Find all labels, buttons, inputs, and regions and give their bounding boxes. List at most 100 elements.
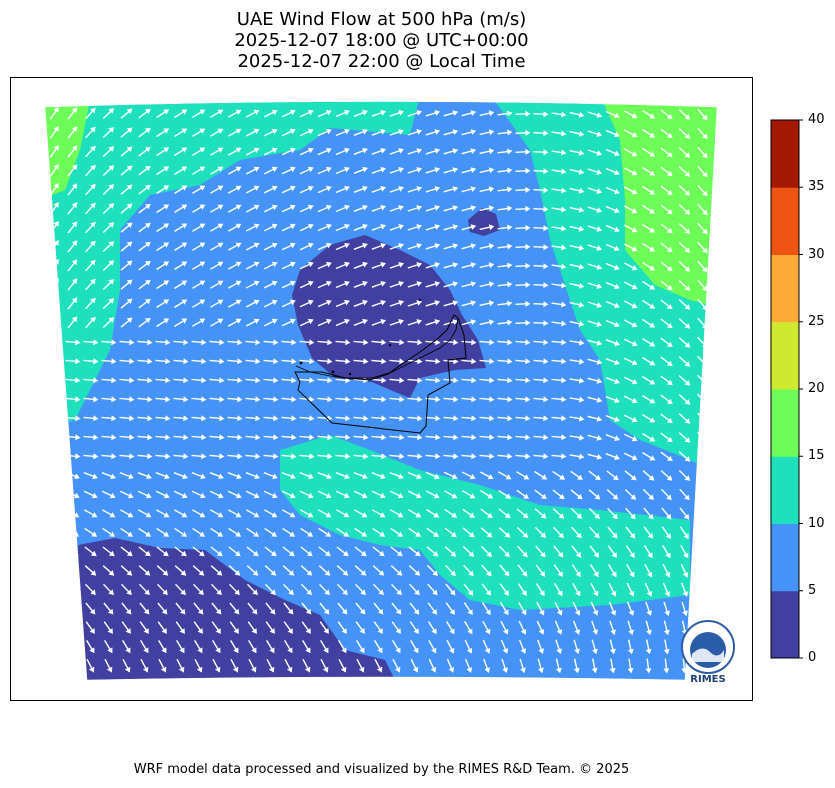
wind-arrow-head [450,531,457,538]
wind-arrow-head [702,380,708,387]
wind-arrow-head [107,647,113,654]
speed-field-0-5-southwest [70,538,400,680]
wind-arrow-head [126,127,133,133]
wind-arrow-head [488,281,495,288]
wind-arrow-head [216,570,223,576]
wind-arrow-head [124,666,131,673]
wind-arrow-head [91,531,98,537]
wind-arrow-head [525,148,531,155]
wind-arrow-head [666,170,673,177]
wind-arrow-head [416,186,423,192]
wind-arrow-head [631,132,638,138]
wind-arrow-head [649,227,656,233]
wind-arrow-head [451,493,458,499]
wind-arrow-head [525,224,531,231]
colorbar-tick-label: 25 [808,313,825,329]
wind-arrow [48,565,60,575]
wind-arrow-head [667,455,673,462]
wind-arrow-head [183,358,189,365]
wind-arrow-head [309,377,315,384]
logo-emblem-icon [681,620,735,674]
wind-arrow-head [363,434,369,441]
wind-arrow-head [525,129,531,136]
wind-arrow-head [684,323,691,329]
wind-arrow-head [107,628,113,634]
wind-arrow-head [561,168,567,175]
wind-arrow-head [488,262,495,269]
wind-arrow-head [488,129,495,136]
wind-arrow-head [147,415,153,422]
wind-arrow-head [523,493,529,499]
wind-arrow-head [163,299,170,305]
wind-arrow-head [453,434,459,441]
wind-arrow-head [199,318,206,324]
wind-arrow-head [199,204,206,210]
wind-arrow-head [398,167,404,173]
wind-arrow-head [702,437,708,444]
wind-arrow-head [507,262,513,269]
wind-arrow-head [507,167,513,174]
wind-arrow-head [538,667,544,674]
wind-arrow-head [90,259,96,266]
wind-arrow-head [161,628,167,634]
wind-arrow-head [235,261,242,267]
wind-arrow-head [214,666,221,673]
wind-arrow-head [399,415,405,422]
wind-arrow-head [521,590,527,596]
wind-arrow-head [147,358,153,365]
wind-arrow-head [307,531,314,537]
wind-arrow-head [323,628,329,634]
wind-arrow-head [561,434,567,441]
wind-arrow-head [126,279,133,285]
wind-arrow-head [666,189,673,196]
wind-arrow-head [435,434,441,441]
rimes-logo: RIMES [678,620,740,688]
wind-arrow-head [398,262,404,268]
wind-arrow-head [344,318,350,325]
wind-arrow [697,488,707,500]
wind-arrow-head [684,190,691,196]
wind-arrow-head [326,261,332,268]
wind-arrow-head [395,628,401,634]
wind-arrow-head [468,570,474,577]
wind-arrow-head [253,280,260,286]
wind-arrow-head [543,358,549,365]
wind-arrow-head [434,167,441,173]
wind-arrow-head [543,453,549,460]
wind-arrow-head [593,552,600,558]
wind-arrow-head [235,512,242,518]
wind-arrow-head [163,242,170,248]
wind-arrow-head [556,667,562,674]
wind-arrow-head [362,318,368,325]
wind-arrow-head [435,396,441,403]
wind-arrow-head [578,111,585,118]
wind-arrow-head [649,322,656,328]
wind-arrow-head [507,243,513,250]
wind-arrow-head [380,110,386,116]
wind-arrow-head [452,129,459,135]
wind-arrow-head [525,453,531,460]
wind-arrow-head [488,300,495,307]
wind-arrow-head [199,109,206,115]
wind-arrow-head [397,492,404,499]
wind-arrow-head [343,512,350,518]
wind-arrow-head [197,647,203,654]
wind-arrow-head [631,416,638,423]
wind-arrow-head [71,608,78,615]
wind-arrow-head [197,608,204,615]
wind-arrow-head [631,340,638,347]
wind-arrow-head [593,590,599,597]
wind-arrow-head [649,189,656,195]
wind-arrow-head [395,608,402,615]
wind-arrow-head [93,434,99,441]
wind-arrow [698,544,706,558]
wind-arrow-head [502,667,508,673]
wind-arrow-head [270,550,277,557]
wind-arrow-head [397,531,404,537]
wind-arrow-head [543,225,549,232]
wind-vectors [47,107,708,674]
wind-arrow-head [452,319,459,325]
wind-arrow-head [255,415,261,422]
wind-arrow-head [322,666,329,673]
wind-arrow [49,602,59,614]
